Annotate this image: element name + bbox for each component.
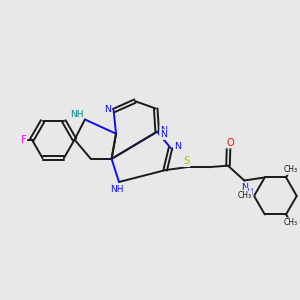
Text: CH₃: CH₃ (284, 218, 298, 227)
Text: NH: NH (110, 185, 123, 194)
Text: N: N (174, 142, 182, 151)
Text: N: N (242, 183, 248, 192)
Text: H: H (246, 188, 253, 197)
Text: N: N (160, 130, 167, 139)
Text: S: S (183, 156, 190, 166)
Text: CH₃: CH₃ (238, 191, 252, 200)
Text: NH: NH (70, 110, 83, 119)
Text: F: F (21, 135, 26, 145)
Text: N: N (103, 105, 111, 114)
Text: CH₃: CH₃ (284, 165, 298, 174)
Text: N: N (160, 126, 167, 135)
Text: O: O (226, 138, 234, 148)
